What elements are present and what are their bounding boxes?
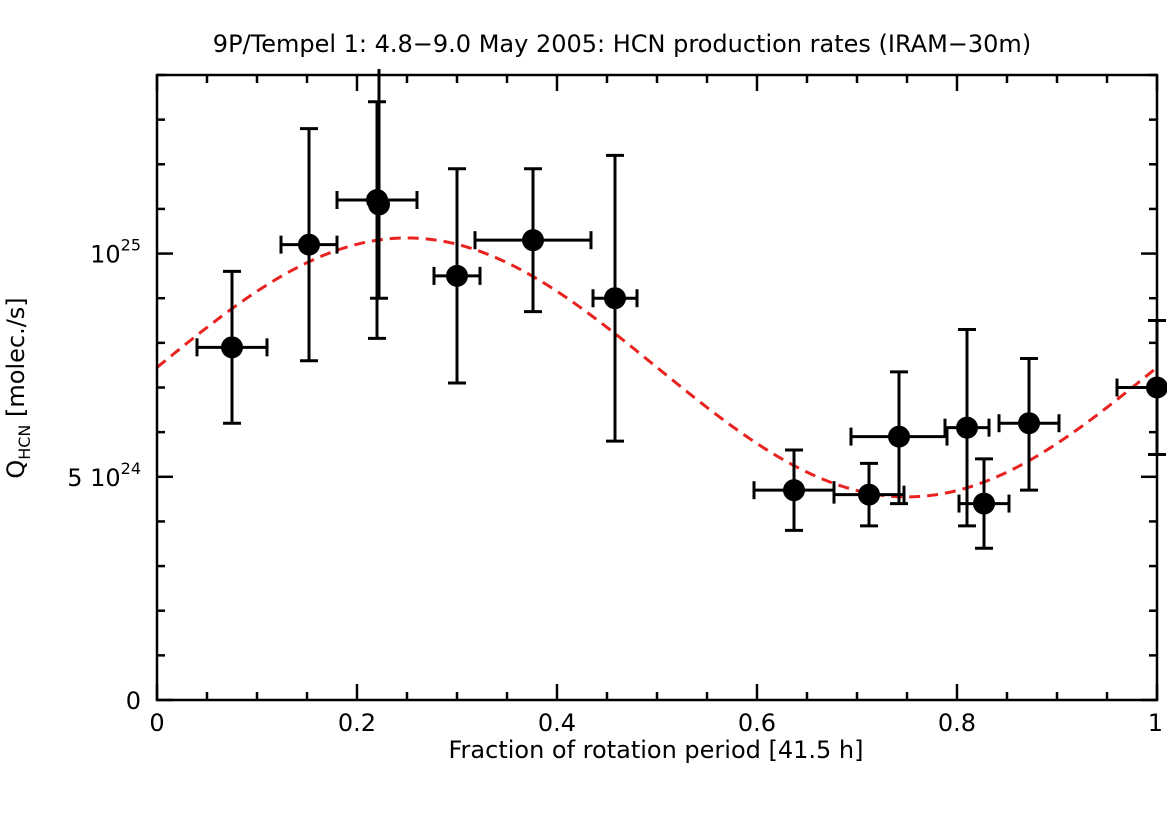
data-point-14 (1115, 319, 1167, 456)
data-point-2 (279, 127, 339, 363)
x-axis-label: Fraction of rotation period [41.5 h] (448, 736, 863, 764)
data-marker (298, 233, 320, 256)
y-tick-label: 1025 (90, 236, 141, 269)
fit-curve (157, 236, 1157, 499)
y-axis-label-subscript: HCN (15, 425, 34, 460)
x-tick-label: 0 (149, 709, 164, 737)
data-marker (1018, 412, 1040, 435)
data-marker (973, 492, 995, 515)
x-tick-label: 0.4 (538, 709, 576, 737)
y-axis-label-unit: [molec./s] (2, 297, 30, 424)
data-marker (783, 479, 805, 502)
y-tick-exponent: 25 (121, 236, 141, 255)
data-marker (956, 416, 978, 439)
data-point-8 (752, 448, 836, 532)
y-axis-label: QHCN [molec./s] (2, 297, 34, 478)
data-marker (522, 229, 544, 252)
y-tick-mantissa: 10 (90, 241, 121, 269)
data-point-7 (591, 153, 639, 443)
data-point-12 (957, 457, 1011, 550)
data-point-9 (832, 461, 906, 528)
y-tick-mantissa: 0 (126, 687, 141, 715)
chart-title: 9P/Tempel 1: 4.8−9.0 May 2005: HCN produ… (213, 30, 1031, 58)
data-point-13 (997, 356, 1061, 492)
data-marker (368, 193, 390, 216)
data-marker (888, 425, 910, 448)
data-point-3 (335, 100, 419, 340)
data-marker (221, 336, 243, 359)
data-marker (446, 264, 468, 287)
x-tick-label: 1 (1148, 709, 1163, 737)
plot-frame (155, 73, 1159, 702)
data-point-10 (849, 370, 949, 506)
data-marker (858, 483, 880, 506)
y-tick-label: 5 1024 (67, 459, 141, 492)
data-point-1 (195, 269, 269, 425)
data-marker (604, 287, 626, 310)
data-point-6 (473, 167, 593, 314)
x-tick-label: 0.2 (338, 709, 376, 737)
data-point-4 (368, 69, 390, 300)
x-tick-label: 0.6 (738, 709, 776, 737)
y-tick-exponent: 24 (121, 459, 141, 478)
y-axis-label-main: Q (2, 460, 30, 479)
y-tick-label: 0 (126, 687, 141, 715)
y-tick-mantissa: 5 10 (67, 464, 120, 492)
data-point-5 (432, 167, 482, 385)
data-point-11 (943, 327, 991, 528)
x-tick-label: 0.8 (938, 709, 976, 737)
